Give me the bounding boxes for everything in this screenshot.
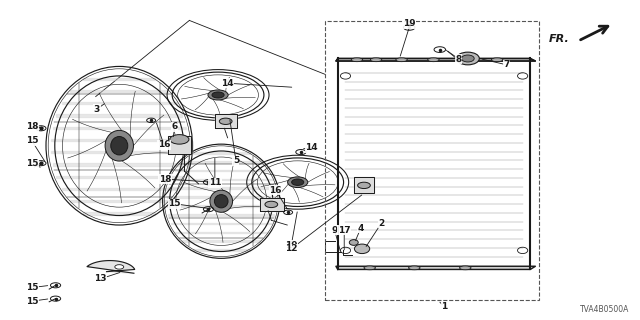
Bar [325,21,539,300]
Ellipse shape [292,179,304,185]
Ellipse shape [408,266,420,270]
Ellipse shape [355,244,370,253]
Text: 4: 4 [358,224,364,233]
Text: 19: 19 [403,19,415,28]
Text: 16: 16 [269,186,282,195]
Ellipse shape [371,58,382,62]
Ellipse shape [214,195,228,208]
Ellipse shape [492,58,503,62]
Ellipse shape [287,177,308,188]
Ellipse shape [351,58,363,62]
Text: 17: 17 [338,226,351,235]
Text: 15: 15 [26,297,38,306]
Text: 18: 18 [26,122,38,131]
Text: 16: 16 [157,140,170,149]
Ellipse shape [208,90,228,100]
Ellipse shape [456,52,479,65]
Ellipse shape [461,55,474,62]
Text: 18: 18 [159,174,172,184]
Text: 2: 2 [378,219,384,228]
Text: 1: 1 [441,302,447,311]
Text: 15: 15 [168,199,181,208]
Ellipse shape [115,265,124,269]
Ellipse shape [111,137,128,155]
Ellipse shape [358,182,371,188]
Text: 5: 5 [233,156,239,165]
Ellipse shape [105,130,134,161]
Ellipse shape [220,118,232,124]
Polygon shape [260,198,284,211]
Polygon shape [336,266,536,269]
Ellipse shape [265,201,278,208]
Text: 15: 15 [26,159,38,168]
Text: 15: 15 [26,136,38,146]
Text: 3: 3 [94,105,100,114]
Text: 11: 11 [209,178,221,187]
Text: FR.: FR. [549,34,570,44]
Text: 7: 7 [504,60,510,69]
Text: 8: 8 [456,55,462,64]
Text: 15: 15 [26,283,38,292]
Ellipse shape [212,92,224,98]
Ellipse shape [170,135,189,144]
Text: 12: 12 [285,244,298,253]
Text: 10: 10 [285,241,298,250]
Ellipse shape [396,58,407,62]
Text: 14: 14 [305,143,318,152]
Ellipse shape [364,266,376,270]
Polygon shape [336,59,536,61]
Ellipse shape [210,190,232,212]
Text: 13: 13 [94,275,106,284]
Ellipse shape [466,58,477,62]
Ellipse shape [428,58,439,62]
Polygon shape [87,260,134,273]
Text: 9: 9 [332,226,338,235]
Ellipse shape [349,240,358,245]
Text: 14: 14 [221,79,234,88]
Text: TVA4B0500A: TVA4B0500A [580,305,629,314]
Polygon shape [168,136,191,154]
Polygon shape [215,114,237,128]
Text: 6: 6 [172,122,178,131]
Polygon shape [354,178,374,193]
Ellipse shape [460,266,471,270]
